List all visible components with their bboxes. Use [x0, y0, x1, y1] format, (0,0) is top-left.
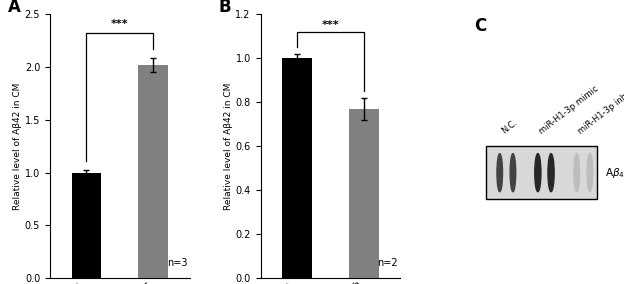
- Text: B: B: [218, 0, 232, 16]
- Text: A$\beta_{42}$: A$\beta_{42}$: [605, 166, 624, 180]
- Ellipse shape: [535, 154, 541, 192]
- Text: ***: ***: [111, 19, 129, 29]
- Text: A: A: [8, 0, 21, 16]
- Text: N.C.: N.C.: [500, 118, 519, 136]
- Bar: [349, 109, 379, 278]
- Ellipse shape: [574, 154, 580, 192]
- Bar: [282, 58, 312, 278]
- Bar: [138, 65, 168, 278]
- Ellipse shape: [510, 154, 515, 192]
- Text: n=3: n=3: [167, 258, 188, 268]
- Y-axis label: Relative level of Aβ42 in CM: Relative level of Aβ42 in CM: [13, 83, 22, 210]
- Bar: [486, 146, 597, 199]
- Text: miR-H1-3p mimic: miR-H1-3p mimic: [537, 84, 600, 136]
- Bar: [72, 173, 102, 278]
- Y-axis label: Relative level of Aβ42 in CM: Relative level of Aβ42 in CM: [223, 83, 233, 210]
- Text: miR-H1-3p inh: miR-H1-3p inh: [577, 91, 624, 136]
- Text: C: C: [474, 17, 486, 35]
- Text: n=2: n=2: [378, 258, 398, 268]
- Ellipse shape: [587, 154, 593, 192]
- Text: ***: ***: [321, 20, 339, 30]
- Ellipse shape: [497, 154, 502, 192]
- Ellipse shape: [548, 154, 554, 192]
